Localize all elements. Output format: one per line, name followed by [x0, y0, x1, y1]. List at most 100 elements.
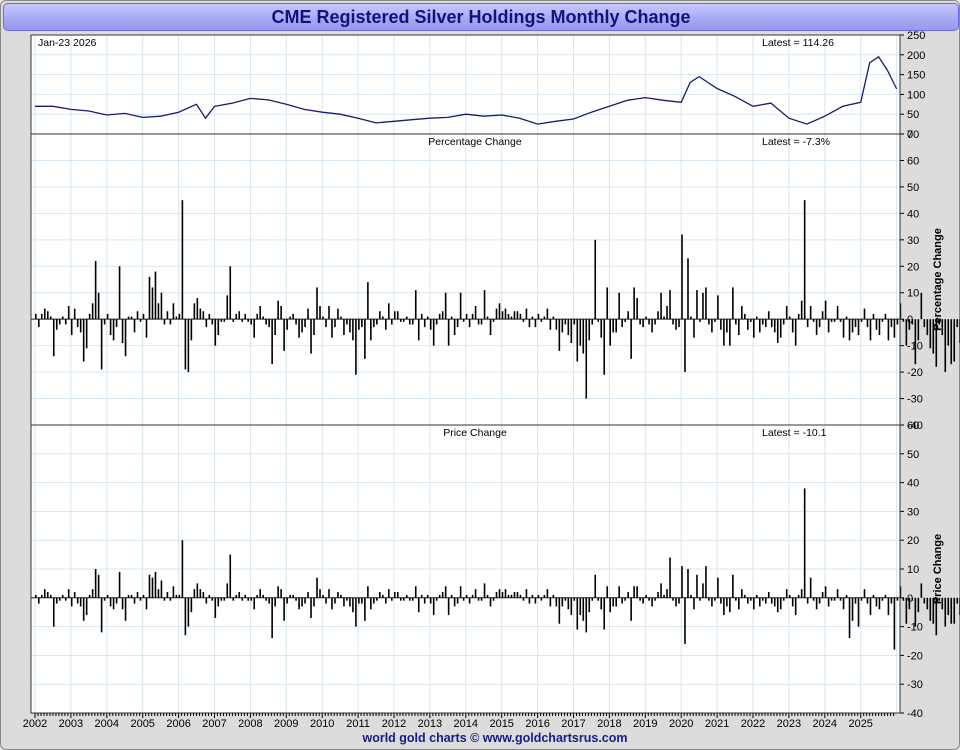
change-bar	[82, 597, 85, 621]
change-bar	[773, 597, 776, 607]
change-bar	[316, 577, 318, 598]
change-bar	[911, 597, 914, 601]
panel-1: -40-30-20-10010203040506070Percentage Ch…	[30, 129, 960, 432]
x-tick-label: 2008	[238, 718, 262, 730]
change-bar	[630, 319, 632, 359]
change-bar	[55, 319, 58, 330]
change-bar	[103, 597, 106, 601]
change-bar	[301, 319, 303, 333]
change-bar	[468, 597, 471, 604]
change-bar	[902, 597, 905, 601]
change-bar	[88, 313, 91, 320]
change-bar	[669, 557, 671, 598]
change-bar	[935, 319, 938, 367]
change-bar	[905, 319, 908, 346]
change-bar	[265, 597, 267, 601]
panel-label: Percentage Change	[428, 136, 522, 148]
change-bar	[642, 319, 644, 328]
change-bar	[358, 597, 360, 604]
change-bar	[37, 597, 40, 604]
change-bar	[274, 319, 276, 336]
change-bar	[612, 319, 614, 333]
change-bar	[181, 540, 184, 598]
change-bar	[738, 319, 740, 336]
change-bar	[699, 319, 701, 322]
change-bar	[301, 597, 303, 607]
change-bar	[839, 319, 842, 322]
change-bar	[391, 597, 393, 601]
y-tick-label: 40	[907, 208, 919, 220]
change-bar	[256, 313, 258, 320]
x-tick-label: 2015	[489, 718, 513, 730]
change-bar	[220, 319, 223, 322]
change-bar	[286, 319, 288, 330]
change-bar	[753, 597, 755, 610]
change-bar	[498, 303, 501, 320]
y-tick-label: 10	[907, 288, 919, 300]
x-tick-label: 2002	[23, 718, 47, 730]
change-bar	[498, 589, 501, 598]
y-tick-label: 20	[907, 261, 919, 273]
change-bar	[61, 594, 64, 598]
change-bar	[52, 597, 55, 627]
change-bar	[142, 313, 145, 320]
change-bar	[582, 597, 585, 621]
change-bar	[109, 319, 112, 336]
change-bar	[830, 319, 833, 322]
change-bar	[570, 597, 573, 616]
change-bar	[528, 319, 531, 328]
x-tick-label: 2022	[741, 718, 765, 730]
change-bar	[124, 319, 127, 357]
change-bar	[52, 319, 55, 357]
change-bar	[109, 597, 112, 607]
change-bar	[732, 574, 734, 598]
change-bar	[411, 597, 414, 601]
change-bar	[405, 594, 408, 598]
change-bar	[830, 597, 833, 601]
change-bar	[534, 319, 537, 328]
change-bar	[947, 597, 950, 616]
change-bar	[136, 311, 139, 320]
change-bar	[785, 589, 788, 598]
change-bar	[800, 589, 803, 598]
change-bar	[130, 316, 133, 320]
change-bar	[399, 319, 402, 322]
change-bar	[462, 319, 465, 322]
change-bar	[262, 594, 264, 598]
change-bar	[552, 594, 555, 598]
change-bar	[453, 319, 456, 336]
change-bar	[139, 319, 142, 322]
change-bar	[522, 597, 525, 601]
change-bar	[199, 308, 202, 320]
change-bar	[373, 597, 375, 604]
change-bar	[935, 597, 938, 636]
change-bar	[609, 597, 611, 613]
y-axis-label: Percentage Change	[932, 228, 944, 331]
change-bar	[729, 319, 731, 346]
change-bar	[833, 319, 836, 322]
change-bar	[67, 305, 70, 320]
change-bar	[495, 308, 498, 320]
panel-2: -40-30-20-100102030405060Price ChangePri…	[30, 420, 960, 720]
change-bar	[426, 594, 429, 598]
change-bar	[854, 319, 857, 328]
change-bar	[639, 597, 641, 601]
change-bar	[558, 597, 561, 624]
change-bar	[519, 594, 522, 598]
change-bar	[79, 319, 82, 333]
change-bar	[223, 597, 226, 601]
change-bar	[941, 319, 944, 336]
change-bar	[690, 316, 692, 320]
change-bar	[241, 597, 244, 601]
change-bar	[414, 290, 417, 320]
change-bar	[331, 597, 333, 610]
change-bar	[133, 319, 136, 333]
change-bar	[666, 589, 668, 598]
change-bar	[328, 305, 330, 320]
y-tick-label: -10	[907, 622, 923, 634]
change-bar	[537, 313, 540, 320]
change-bar	[408, 597, 411, 601]
change-bar	[729, 597, 731, 613]
change-bar	[450, 594, 453, 598]
change-bar	[465, 313, 468, 320]
